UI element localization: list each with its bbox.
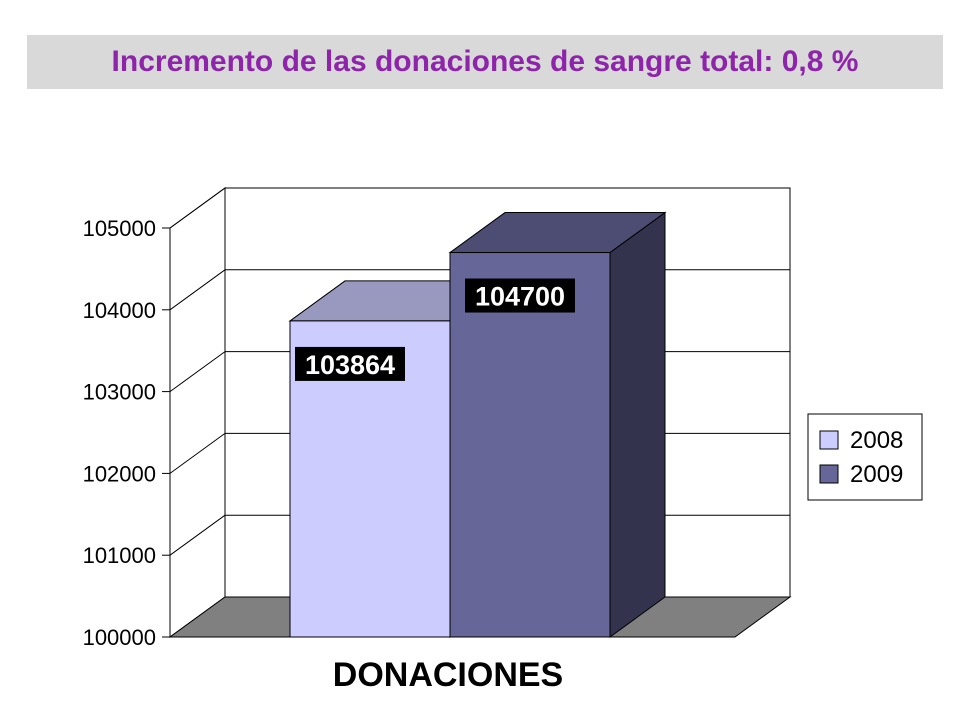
y-tick-label: 101000 xyxy=(83,543,156,568)
gridline-diagonal xyxy=(169,269,226,311)
y-tick-label: 105000 xyxy=(83,216,156,241)
title-banner: Incremento de las donaciones de sangre t… xyxy=(27,35,943,89)
data-label-2009: 104700 xyxy=(475,282,565,312)
legend-label-2009: 2009 xyxy=(850,461,903,488)
y-tick-label: 103000 xyxy=(83,380,156,405)
legend-swatch-2009 xyxy=(819,464,839,484)
gridline-diagonal xyxy=(169,432,226,474)
side-wall xyxy=(169,187,226,638)
legend: 2008 2009 xyxy=(807,413,923,501)
legend-swatch-2008 xyxy=(819,430,839,450)
gridline-diagonal xyxy=(169,514,226,556)
legend-label-2008: 2008 xyxy=(850,427,903,454)
data-label-bg-2008 xyxy=(295,346,405,381)
y-axis: 100000 101000 102000 103000 104000 105000 xyxy=(83,216,735,650)
data-label-2008: 103864 xyxy=(305,350,395,380)
y-tick-label: 102000 xyxy=(83,461,156,486)
data-labels: 103864 104700 xyxy=(295,278,575,381)
gridline-diagonal xyxy=(169,351,226,393)
bar-side-2009 xyxy=(609,211,666,638)
data-label-bg-2009 xyxy=(465,278,575,313)
y-tick-label: 100000 xyxy=(83,625,156,650)
bar-front-2009 xyxy=(449,252,611,638)
gridline-diagonal xyxy=(169,187,226,229)
chart-title: Incremento de las donaciones de sangre t… xyxy=(111,45,859,78)
x-axis-label: DONACIONES xyxy=(333,656,563,694)
y-tick-label: 104000 xyxy=(83,298,156,323)
legend-box xyxy=(807,413,923,501)
bar-2009 xyxy=(448,211,667,638)
